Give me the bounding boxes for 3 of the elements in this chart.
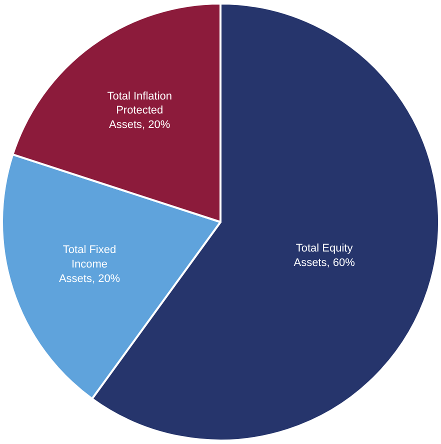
- slice-label: Total Equity Assets, 60%: [294, 242, 356, 269]
- slice-label: Total Inflation Protected Assets, 20%: [107, 90, 172, 131]
- slice-label: Total Fixed Income Assets, 20%: [58, 244, 120, 285]
